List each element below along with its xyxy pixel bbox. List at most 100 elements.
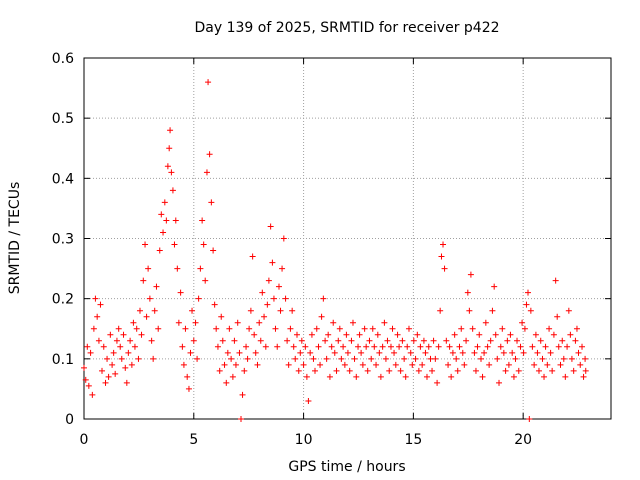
data-point-marker bbox=[272, 325, 279, 332]
data-point-marker bbox=[458, 325, 465, 332]
data-point-marker bbox=[148, 337, 155, 344]
data-point-marker bbox=[419, 361, 426, 368]
y-axis-ticks: 0 0.1 0.2 0.3 0.4 0.5 0.6 bbox=[52, 51, 611, 428]
data-point-marker bbox=[190, 337, 197, 344]
data-point-marker bbox=[246, 325, 253, 332]
data-point-marker bbox=[580, 373, 587, 380]
data-point-marker bbox=[521, 325, 528, 332]
data-point-marker bbox=[315, 343, 322, 350]
data-point-marker bbox=[478, 355, 485, 362]
x-axis-label: GPS time / hours bbox=[288, 459, 405, 475]
data-point-marker bbox=[509, 349, 516, 356]
data-point-marker bbox=[231, 337, 238, 344]
data-point-marker bbox=[459, 349, 466, 356]
data-point-marker bbox=[484, 343, 491, 350]
data-point-marker bbox=[512, 355, 519, 362]
data-point-marker bbox=[118, 355, 125, 362]
data-point-marker bbox=[282, 295, 289, 302]
data-point-marker bbox=[167, 127, 174, 134]
data-point-marker bbox=[340, 343, 347, 350]
data-point-marker bbox=[430, 337, 437, 344]
data-point-marker bbox=[267, 223, 274, 230]
data-point-marker bbox=[567, 331, 574, 338]
data-point-marker bbox=[241, 367, 248, 374]
data-point-marker bbox=[526, 416, 533, 422]
data-point-marker bbox=[150, 355, 157, 362]
data-point-marker bbox=[535, 367, 542, 374]
data-point-marker bbox=[128, 361, 135, 368]
data-point-marker bbox=[451, 331, 458, 338]
data-point-marker bbox=[161, 199, 168, 206]
data-point-marker bbox=[343, 331, 350, 338]
data-point-marker bbox=[582, 367, 589, 374]
data-point-marker bbox=[184, 373, 191, 380]
data-point-marker bbox=[298, 337, 305, 344]
data-point-marker bbox=[474, 343, 481, 350]
data-point-marker bbox=[87, 349, 94, 356]
data-point-marker bbox=[89, 391, 96, 398]
chart-title: Day 139 of 2025, SRMTID for receiver p42… bbox=[194, 20, 499, 36]
data-point-marker bbox=[229, 373, 236, 380]
data-point-marker bbox=[310, 355, 317, 362]
data-point-marker bbox=[377, 373, 384, 380]
data-point-marker bbox=[559, 337, 566, 344]
data-point-marker bbox=[102, 379, 109, 386]
data-point-marker bbox=[211, 301, 218, 308]
data-point-marker bbox=[205, 79, 212, 86]
data-point-marker bbox=[285, 361, 292, 368]
data-point-marker bbox=[302, 343, 309, 350]
data-point-marker bbox=[177, 289, 184, 296]
data-point-marker bbox=[115, 325, 122, 332]
data-point-marker bbox=[192, 319, 199, 326]
data-point-marker bbox=[464, 289, 471, 296]
data-point-marker bbox=[486, 361, 493, 368]
data-point-marker bbox=[224, 349, 231, 356]
data-point-marker bbox=[353, 373, 360, 380]
data-point-marker bbox=[117, 343, 124, 350]
data-point-marker bbox=[125, 349, 132, 356]
data-point-marker bbox=[290, 343, 297, 350]
data-point-marker bbox=[437, 307, 444, 314]
data-point-marker bbox=[120, 331, 127, 338]
data-point-marker bbox=[517, 343, 524, 350]
data-point-marker bbox=[344, 349, 351, 356]
data-point-marker bbox=[187, 349, 194, 356]
data-point-marker bbox=[502, 367, 509, 374]
data-point-marker bbox=[401, 355, 408, 362]
data-point-marker bbox=[284, 337, 291, 344]
data-point-marker bbox=[448, 373, 455, 380]
data-points bbox=[81, 79, 589, 422]
data-point-marker bbox=[202, 277, 209, 284]
data-point-marker bbox=[514, 337, 521, 344]
data-point-marker bbox=[257, 337, 264, 344]
data-point-marker bbox=[328, 343, 335, 350]
data-point-marker bbox=[168, 169, 175, 176]
data-point-marker bbox=[151, 307, 158, 314]
data-point-marker bbox=[189, 307, 196, 314]
data-point-marker bbox=[156, 247, 163, 254]
data-point-marker bbox=[109, 361, 116, 368]
data-point-marker bbox=[133, 325, 140, 332]
data-point-marker bbox=[280, 235, 287, 242]
data-point-marker bbox=[247, 307, 254, 314]
data-point-marker bbox=[466, 307, 473, 314]
data-point-marker bbox=[81, 364, 87, 371]
data-point-marker bbox=[208, 199, 215, 206]
data-point-marker bbox=[374, 331, 381, 338]
data-point-marker bbox=[432, 355, 439, 362]
data-point-marker bbox=[95, 337, 102, 344]
data-point-marker bbox=[356, 331, 363, 338]
data-point-marker bbox=[376, 349, 383, 356]
data-point-marker bbox=[364, 367, 371, 374]
y-tick-label: 0.1 bbox=[52, 352, 74, 368]
data-point-marker bbox=[541, 373, 548, 380]
data-point-marker bbox=[386, 367, 393, 374]
data-point-marker bbox=[130, 319, 137, 326]
data-point-marker bbox=[532, 331, 539, 338]
data-point-marker bbox=[335, 337, 342, 344]
data-point-marker bbox=[164, 163, 171, 170]
data-point-marker bbox=[515, 367, 522, 374]
data-point-marker bbox=[135, 355, 142, 362]
data-point-marker bbox=[308, 331, 315, 338]
